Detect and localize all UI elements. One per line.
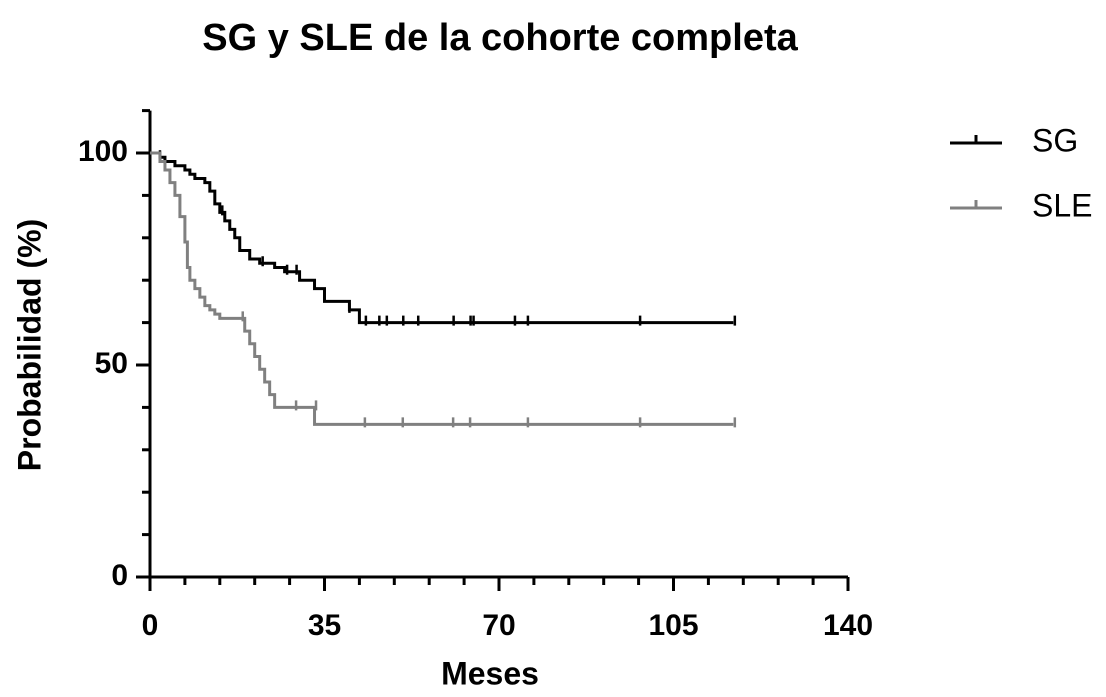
y-tick-label: 100 xyxy=(78,135,128,168)
x-tick-label: 105 xyxy=(648,609,698,642)
y-tick-label: 50 xyxy=(95,347,128,380)
x-tick-label: 70 xyxy=(482,609,515,642)
y-axis-label: Probabilidad (%) xyxy=(11,219,47,471)
survival-line xyxy=(150,151,734,426)
x-tick-label: 35 xyxy=(308,609,341,642)
x-axis-label: Meses xyxy=(441,655,539,691)
x-tick-label: 140 xyxy=(823,609,873,642)
legend-label: SLE xyxy=(1032,187,1092,223)
y-tick-label: 0 xyxy=(111,559,128,592)
chart-title: SG y SLE de la cohorte completa xyxy=(202,17,798,59)
survival-line xyxy=(150,151,734,325)
legend-label: SG xyxy=(1032,122,1078,158)
x-tick-label: 0 xyxy=(142,609,159,642)
